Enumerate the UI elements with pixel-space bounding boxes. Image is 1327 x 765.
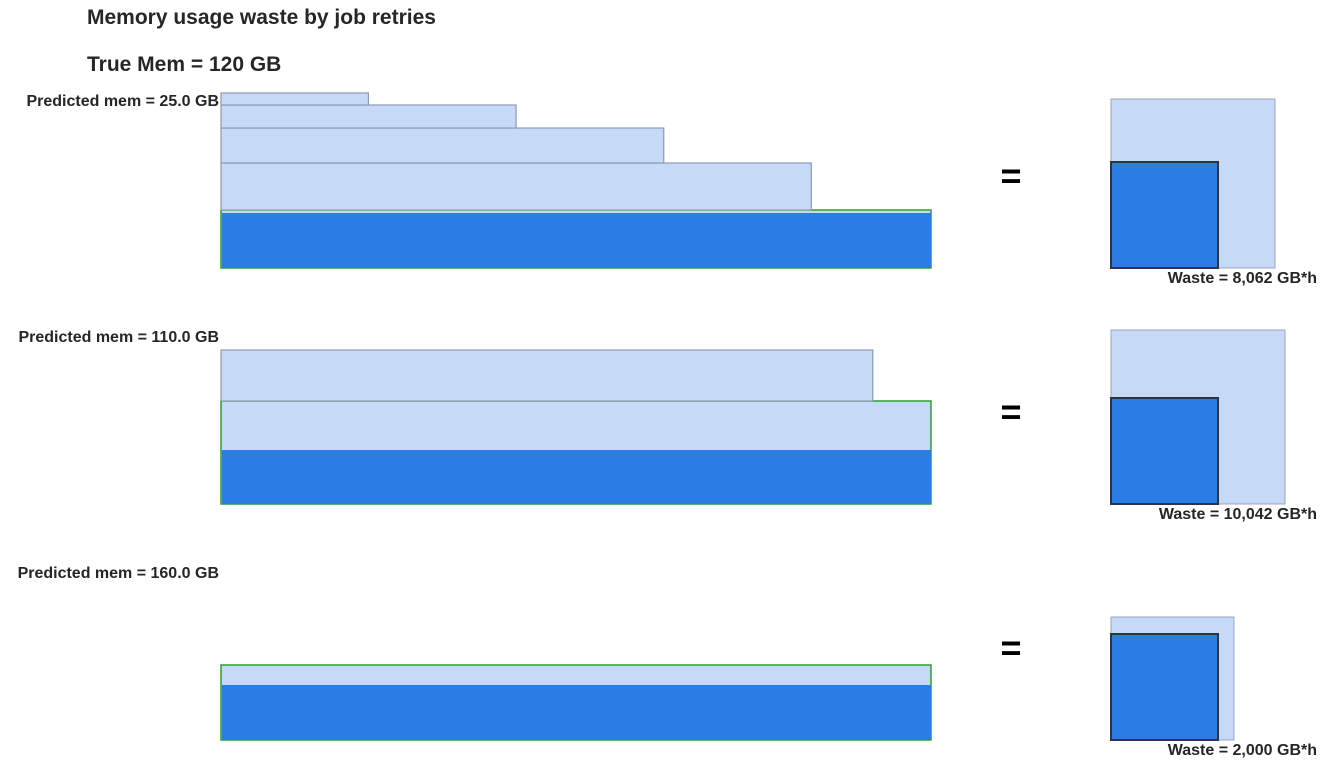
failed-attempt-bar (220, 349, 874, 402)
true-usage-square (1110, 397, 1219, 505)
chart-title: Memory usage waste by job retries (87, 6, 436, 29)
failed-attempt-bar (220, 104, 517, 129)
failed-attempt-bar (220, 162, 812, 211)
true-mem-bar (222, 450, 931, 504)
true-mem-bar (222, 685, 931, 740)
chart-subtitle: True Mem = 120 GB (87, 53, 282, 76)
waste-label: Waste = 2,000 GB*h (1168, 742, 1317, 759)
waste-label: Waste = 8,062 GB*h (1168, 270, 1317, 287)
predicted-mem-label: Predicted mem = 160.0 GB (18, 565, 219, 582)
failed-attempt-bar (220, 127, 665, 164)
equals-sign: = (1000, 155, 1021, 196)
scenario-panel-1: Predicted mem = 25.0 GB = Waste = 8,062 GB… (26, 92, 1317, 287)
true-mem-bar (222, 213, 931, 268)
waste-label: Waste = 10,042 GB*h (1159, 506, 1317, 523)
equals-sign: = (1000, 391, 1021, 432)
predicted-mem-label: Predicted mem = 110.0 GB (18, 329, 219, 346)
scenario-panel-2: Predicted mem = 110.0 GB = Waste = 10,042 … (18, 329, 1317, 523)
predicted-mem-label: Predicted mem = 25.0 GB (26, 93, 219, 110)
true-usage-square (1110, 161, 1219, 269)
failed-attempt-bar (220, 92, 369, 106)
equals-sign: = (1000, 627, 1021, 668)
true-usage-square (1110, 633, 1219, 741)
scenario-panel-3: Predicted mem = 160.0 GB = Waste = 2,000 G… (18, 565, 1317, 759)
